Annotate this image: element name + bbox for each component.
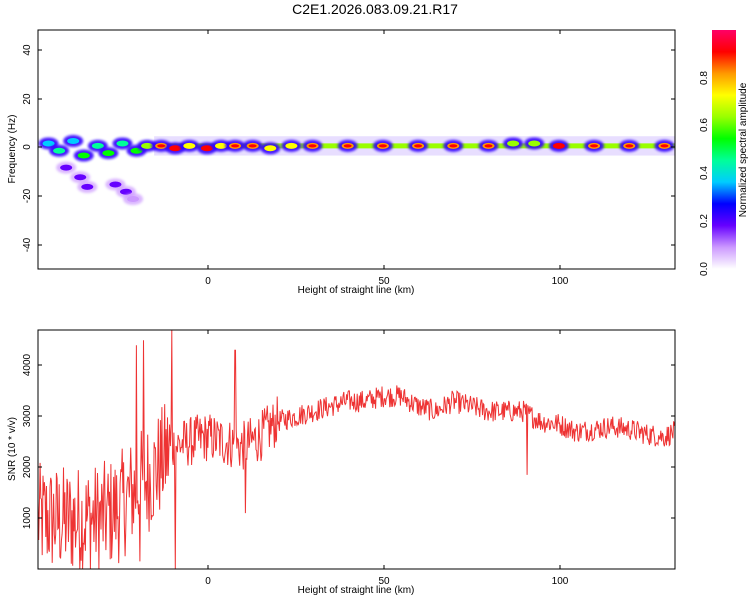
spectrogram-x-axis-label: Height of straight line (km) [298,285,415,296]
spectrogram-heat-layer [38,135,675,205]
spectrogram-y-axis-label: Frequency (Hz) [7,115,18,184]
spectrogram-blob [70,171,91,184]
snr-y-tick-label: 3000 [22,404,33,427]
snr-panel: 4000 3000 2000 1000 0 50 100 Height of s… [7,329,676,596]
spectrogram-frame [37,29,676,270]
spectrogram-blob [242,139,263,152]
colorbar-tick-label: 0.2 [699,214,710,228]
spectrogram-blob [372,139,393,152]
spectrogram-blob [619,139,640,152]
spectrogram-blob [524,137,545,150]
spectrogram-y-tick-label: 40 [22,44,33,56]
spectrogram-x-tick-label: 100 [552,276,569,287]
spectrogram-blob [260,142,281,155]
spectrogram-y-tick-label: 0 [22,144,33,150]
snr-y-ticks: 4000 3000 2000 1000 [22,353,675,529]
spectrogram-blob [112,137,133,150]
colorbar-tick-label: 0.8 [699,71,710,85]
snr-plot-area [38,330,675,569]
spectrogram-y-tick-label: -20 [22,188,33,203]
snr-x-tick-label: 100 [552,576,569,587]
spectrogram-blob [281,139,302,152]
snr-y-tick-label: 2000 [22,455,33,478]
snr-y-tick-label: 4000 [22,353,33,376]
snr-y-axis-label: SNR (10 * v/v) [7,417,18,481]
colorbar-gradient [712,30,736,269]
colorbar-tick-label: 0.6 [699,118,710,132]
spectrogram-blob [408,139,429,152]
spectrogram-x-ticks: 0 50 100 [205,30,569,287]
spectrogram-blob [503,137,524,150]
spectrogram-blob [211,139,232,152]
spectrogram-blob [179,139,200,152]
snr-x-ticks: 0 50 100 [205,330,569,587]
spectrogram-y-ticks: 40 20 0 -20 -40 [22,44,675,252]
spectrogram-blob [63,135,84,148]
spectrogram-y-tick-label: -40 [22,237,33,252]
spectrogram-blob [137,139,158,152]
spectrogram-blob [73,149,94,162]
colorbar-ticks: 0.0 0.2 0.4 0.6 0.8 [699,71,710,276]
snr-x-axis-label: Height of straight line (km) [298,585,415,596]
colorbar-tick-label: 0.4 [699,166,710,180]
colorbar: 0.0 0.2 0.4 0.6 0.8 Normalized spectral … [699,30,749,276]
spectrogram-blob [478,139,499,152]
snr-y-tick-label: 1000 [22,506,33,529]
spectrogram-blob [584,139,605,152]
spectrogram-blob [225,139,246,152]
spectrogram-x-tick-label: 50 [378,276,390,287]
spectrogram-panel: 40 20 0 -20 -40 0 50 100 [7,29,676,296]
colorbar-label: Normalized spectral amplitude [738,82,749,217]
spectrogram-blob [123,192,144,205]
spectrogram-blob [77,180,98,193]
spectrogram-blob [548,139,569,152]
spectrogram-blob [443,139,464,152]
snr-x-tick-label: 50 [378,576,390,587]
spectrogram-y-tick-label: 20 [22,93,33,105]
colorbar-tick-label: 0.0 [699,262,710,276]
snr-x-tick-label: 0 [205,576,211,587]
snr-series-line [38,330,675,569]
spectrogram-blob [56,161,77,174]
spectrogram-blob [49,144,70,157]
spectrogram-x-tick-label: 0 [205,276,211,287]
spectrogram-blob [98,147,119,160]
spectrogram-blob [654,139,675,152]
spectrogram-blob [337,139,358,152]
snr-frame [37,329,676,570]
figure-title: C2E1.2026.083.09.21.R17 [292,1,458,17]
spectrogram-blob [302,139,323,152]
